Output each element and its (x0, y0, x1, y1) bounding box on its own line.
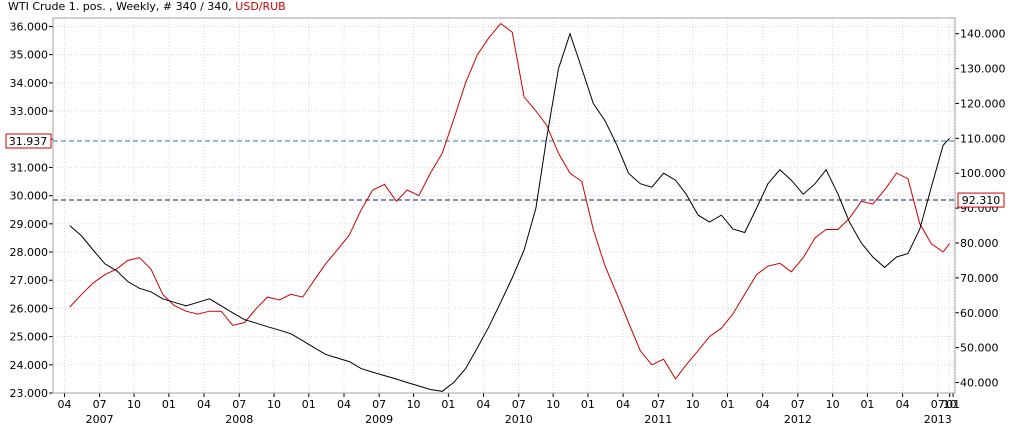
x-tick-label: 01 (441, 398, 455, 411)
x-tick-label: 07 (931, 398, 945, 411)
y-right-tick-label: 50.000 (960, 342, 999, 355)
x-tick-label: 10 (127, 398, 141, 411)
x-tick-label: 10 (943, 398, 957, 411)
x-tick-label: 04 (337, 398, 351, 411)
x-tick-label: 07 (372, 398, 386, 411)
x-tick-label: 04 (57, 398, 71, 411)
plot-area (53, 18, 955, 393)
x-tick-label: 07 (232, 398, 246, 411)
x-tick-label: 01 (302, 398, 316, 411)
series-line-wti (69, 32, 950, 392)
x-tick-label: 04 (616, 398, 630, 411)
y-left-tick-label: 33.000 (10, 105, 49, 118)
x-tick-label: 10 (686, 398, 700, 411)
y-right-tick-label: 120.000 (960, 97, 1006, 110)
y-right-tick-label: 40.000 (960, 377, 999, 390)
x-year-label: 2008 (225, 413, 253, 426)
y-left-tick-label: 26.000 (10, 302, 49, 315)
x-tick-label: 01 (860, 398, 874, 411)
y-right-tick-label: 140.000 (960, 28, 1006, 41)
chart-header-primary: WTI Crude 1. pos. , Weekly, # 340 / 340, (8, 0, 236, 13)
y-right-tick-label: 130.000 (960, 63, 1006, 76)
x-tick-label: 04 (477, 398, 491, 411)
x-year-label: 2012 (784, 413, 812, 426)
y-left-tick-label: 31.000 (10, 161, 49, 174)
x-tick-label: 01 (162, 398, 176, 411)
y-right-tick-label: 70.000 (960, 272, 999, 285)
x-tick-label: 10 (546, 398, 560, 411)
chart-header: WTI Crude 1. pos. , Weekly, # 340 / 340,… (8, 0, 286, 14)
y-right-tick-label: 110.000 (960, 132, 1006, 145)
x-tick-label: 01 (946, 398, 960, 411)
y-left-tick-label: 35.000 (10, 49, 49, 62)
chart-header-secondary: USD/RUB (235, 0, 286, 13)
x-tick-label: 01 (581, 398, 595, 411)
x-tick-label: 10 (407, 398, 421, 411)
x-tick-label: 01 (720, 398, 734, 411)
value-marker-right: 92.310 (962, 194, 1001, 207)
x-tick-label: 07 (512, 398, 526, 411)
x-year-label: 2011 (644, 413, 672, 426)
series-line-usdrub (69, 22, 950, 380)
x-tick-label: 04 (197, 398, 211, 411)
y-right-tick-label: 60.000 (960, 307, 999, 320)
x-tick-label: 10 (267, 398, 281, 411)
y-left-tick-label: 34.000 (10, 77, 49, 90)
y-left-tick-label: 30.000 (10, 190, 49, 203)
x-tick-label: 07 (791, 398, 805, 411)
y-left-tick-label: 28.000 (10, 246, 49, 259)
x-tick-label: 07 (93, 398, 107, 411)
y-left-tick-label: 36.000 (10, 20, 49, 33)
x-tick-label: 10 (826, 398, 840, 411)
y-right-tick-label: 100.000 (960, 167, 1006, 180)
value-marker-left: 31.937 (9, 135, 48, 148)
value-marker-left-box (5, 133, 52, 149)
y-left-tick-label: 27.000 (10, 274, 49, 287)
x-year-label: 2010 (505, 413, 533, 426)
y-left-tick-label: 24.000 (10, 359, 49, 372)
y-left-tick-label: 23.000 (10, 387, 49, 400)
y-right-tick-label: 80.000 (960, 237, 999, 250)
y-left-tick-label: 25.000 (10, 331, 49, 344)
y-left-tick-label: 29.000 (10, 218, 49, 231)
x-year-label: 2013 (924, 413, 952, 426)
value-marker-right-box (957, 192, 1005, 208)
x-year-label: 2009 (365, 413, 393, 426)
x-year-label: 2007 (86, 413, 114, 426)
x-tick-label: 07 (651, 398, 665, 411)
x-tick-label: 04 (756, 398, 770, 411)
x-tick-label: 04 (896, 398, 910, 411)
plot-frame (52, 17, 956, 394)
